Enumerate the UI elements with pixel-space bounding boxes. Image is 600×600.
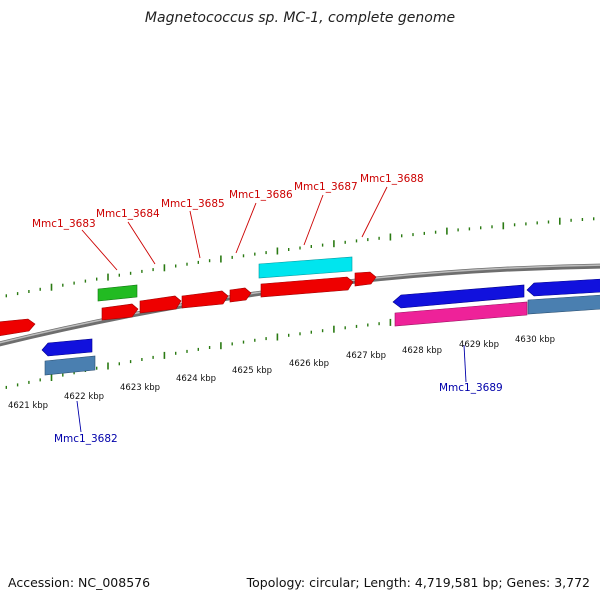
gene-label-3686[interactable]: Mmc1_3686 bbox=[229, 189, 293, 201]
label-leaders bbox=[81, 186, 388, 271]
scale-label: 4621 kbp bbox=[8, 401, 48, 411]
scale-label: 4626 kbp bbox=[289, 359, 329, 369]
gene-feature[interactable] bbox=[229, 287, 252, 303]
outer-scale-ticks bbox=[5, 217, 595, 298]
reverse-genes bbox=[41, 278, 600, 376]
gene-feature[interactable] bbox=[0, 318, 36, 336]
scale-labels: 4621 kbp 4622 kbp 4623 kbp 4624 kbp 4625… bbox=[8, 335, 555, 411]
rrna-feature[interactable] bbox=[97, 284, 138, 302]
misc-feature[interactable] bbox=[394, 301, 528, 327]
gene-feature[interactable] bbox=[44, 355, 96, 376]
gene-label-3682[interactable]: Mmc1_3682 bbox=[54, 433, 118, 445]
gene-feature[interactable] bbox=[527, 294, 600, 315]
accession-text: Accession: NC_008576 bbox=[8, 575, 151, 590]
scale-label: 4629 kbp bbox=[459, 340, 499, 350]
gene-label-3689[interactable]: Mmc1_3689 bbox=[439, 382, 503, 394]
scale-label: 4622 kbp bbox=[64, 392, 104, 402]
gene-label-3688[interactable]: Mmc1_3688 bbox=[360, 173, 424, 185]
scale-label: 4628 kbp bbox=[402, 346, 442, 356]
gene-feature[interactable] bbox=[526, 278, 600, 297]
scale-label: 4623 kbp bbox=[120, 383, 160, 393]
gene-label-3683[interactable]: Mmc1_3683 bbox=[32, 218, 96, 230]
map-title: Magnetococcus sp. MC-1, complete genome bbox=[144, 10, 456, 26]
gene-label-3687[interactable]: Mmc1_3687 bbox=[294, 181, 358, 193]
scale-label: 4624 kbp bbox=[176, 374, 216, 384]
scale-label: 4625 kbp bbox=[232, 366, 272, 376]
gene-feature[interactable] bbox=[181, 290, 229, 309]
gene-label-3685[interactable]: Mmc1_3685 bbox=[161, 198, 225, 210]
gene-feature[interactable] bbox=[392, 284, 525, 309]
gene-feature[interactable] bbox=[354, 271, 377, 287]
label-leaders-bottom bbox=[76, 344, 467, 433]
gene-feature[interactable] bbox=[260, 276, 354, 298]
gene-feature[interactable] bbox=[139, 295, 182, 314]
trna-feature[interactable] bbox=[258, 256, 353, 279]
scale-label: 4630 kbp bbox=[515, 335, 555, 345]
genome-summary-text: Topology: circular; Length: 4,719,581 bp… bbox=[246, 575, 590, 590]
gene-label-3684[interactable]: Mmc1_3684 bbox=[96, 208, 160, 220]
forward-genes bbox=[0, 256, 377, 336]
gene-feature[interactable] bbox=[41, 338, 93, 357]
gene-feature[interactable] bbox=[101, 303, 139, 321]
scale-label: 4627 kbp bbox=[346, 351, 386, 361]
